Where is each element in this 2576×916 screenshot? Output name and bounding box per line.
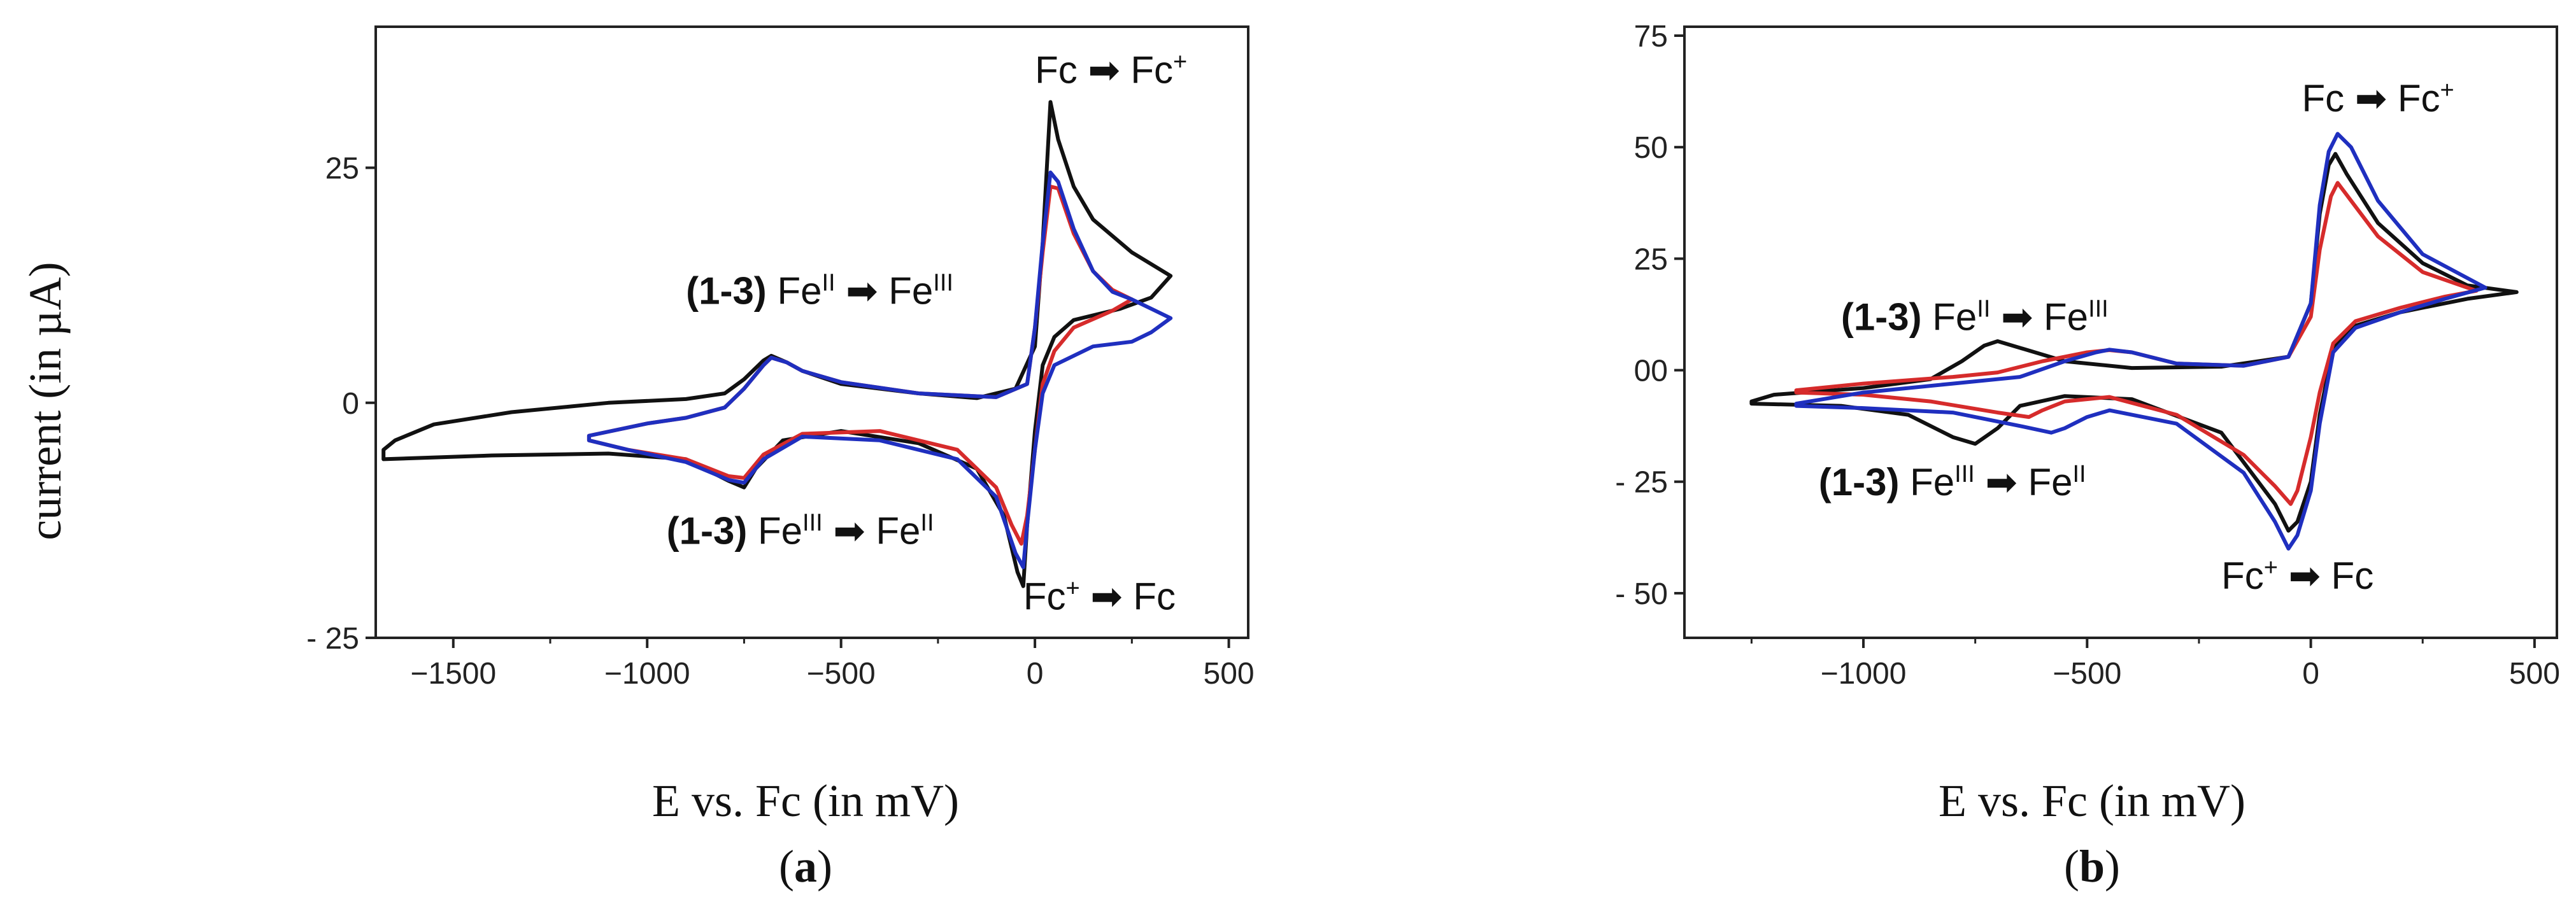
panel-a-redox-annotation: Fc ➡ Fc+ [1035, 49, 1187, 92]
panel-b-y-tick-label: 00 [1634, 355, 1668, 388]
panel-b-plot-frame [1683, 25, 2558, 639]
panel-a-y-tick-label: - 25 [306, 622, 359, 656]
panel-b-redox-annotation: (1-3) FeII ➡ FeIII [1841, 295, 2109, 338]
panel-b-y-tick-label: 25 [1634, 243, 1668, 276]
panel-b-y-tick-label: 50 [1634, 131, 1668, 165]
panel-a-redox-annotation: (1-3) FeII ➡ FeIII [686, 270, 953, 313]
panel-a-redox-annotation: Fc+ ➡ Fc [1023, 575, 1176, 618]
panel-a-plot-frame [374, 25, 1249, 639]
panel-a-letter: a [794, 841, 817, 892]
panel-b-x-tick-label: −500 [2053, 657, 2121, 691]
panel-a-x-tick-label: −1500 [410, 657, 496, 691]
panel-b-x-tick-label: −1000 [1821, 657, 1907, 691]
panel-a-y-tick-label: 0 [342, 387, 359, 421]
panel-b-curves [1749, 132, 2519, 551]
panel-a-x-axis-label: E vs. Fc (in mV) [652, 775, 959, 826]
y-axis-label: current (in µA) [20, 262, 71, 540]
panel-b-redox-annotation: Fc+ ➡ Fc [2221, 554, 2373, 597]
panel-b-ticks: −1000 −500 0 500 75 50 25 00 - 25 - 50 [1615, 20, 2560, 691]
panel-a-ticks: −1500 −1000 −500 0 500 25 0 - 25 [306, 152, 1254, 691]
panel-b-label: (b) [2064, 841, 2120, 892]
panel-b-x-tick-label: 0 [2302, 657, 2319, 691]
panel-b-y-tick-label: - 25 [1615, 466, 1668, 500]
panel-b-cv-curve-blue [1794, 132, 2487, 551]
panel-b-annotations: Fc ➡ Fc+ (1-3) FeII ➡ FeIII (1-3) FeIII ➡ … [1819, 77, 2454, 597]
panel-a-curves [381, 100, 1173, 588]
panel-a-x-tick-label: 0 [1027, 657, 1044, 691]
panel-b-y-tick-label: 75 [1634, 20, 1668, 53]
panel-b-x-tick-label: 500 [2509, 657, 2560, 691]
panel-a-redox-annotation: (1-3) FeIII ➡ FeII [667, 509, 934, 552]
panel-b-chart: −1000 −500 0 500 75 50 25 00 - 25 - 50 Fc ➡ Fc+ (1… [1615, 20, 2560, 892]
panel-a-cv-curve-blue [587, 170, 1173, 570]
panel-b-cv-curve-red [1794, 181, 2479, 506]
panel-b-letter: b [2079, 841, 2105, 892]
panel-a-x-tick-label: 500 [1204, 657, 1255, 691]
panel-b-x-axis-label: E vs. Fc (in mV) [1939, 775, 2245, 826]
panel-a-label: (a) [779, 841, 832, 892]
panel-a-cv-curve-red [587, 185, 1134, 546]
panel-a-annotations: Fc ➡ Fc+ (1-3) FeII ➡ FeIII (1-3) FeIII ➡ … [667, 49, 1188, 618]
panel-b-redox-annotation: Fc ➡ Fc+ [2302, 77, 2454, 120]
panel-a-chart: −1500 −1000 −500 0 500 25 0 - 25 Fc ➡ Fc+ (1-3) … [306, 25, 1255, 892]
panel-b-redox-annotation: (1-3) FeIII ➡ FeII [1819, 461, 2086, 504]
panel-b-y-tick-label: - 50 [1615, 577, 1668, 611]
panel-a-y-tick-label: 25 [325, 152, 359, 186]
panel-a-x-tick-label: −1000 [604, 657, 690, 691]
panel-a-x-tick-label: −500 [807, 657, 876, 691]
